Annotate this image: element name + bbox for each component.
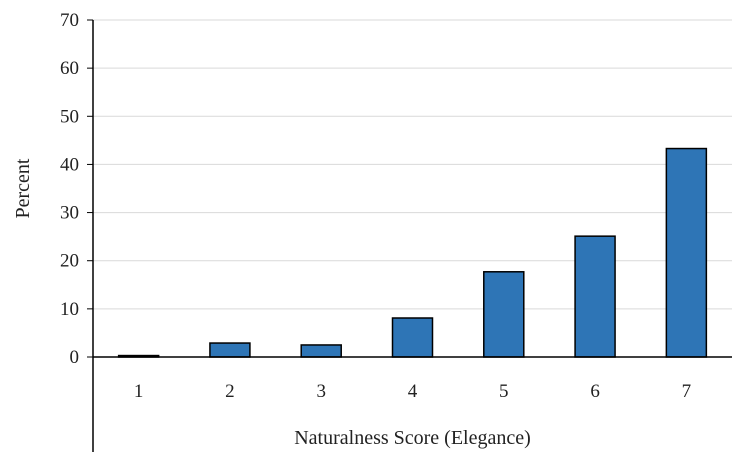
x-axis-title: Naturalness Score (Elegance) <box>294 427 531 449</box>
tick-labels: 0 10 20 30 40 50 60 70 1 2 3 4 5 6 7 <box>60 10 691 402</box>
bar <box>665 147 708 358</box>
x-tick-label: 2 <box>225 381 235 402</box>
y-tick-label: 40 <box>60 154 79 175</box>
y-tick-label: 10 <box>60 299 79 320</box>
y-tick-label: 70 <box>60 10 79 31</box>
bars <box>117 147 708 358</box>
bar <box>300 344 342 358</box>
y-tick-label: 20 <box>60 251 79 272</box>
x-tick-label: 1 <box>134 381 144 402</box>
grid-lines <box>93 19 732 310</box>
bar <box>391 317 434 358</box>
y-axis-title: Percent <box>12 158 34 218</box>
axes <box>87 19 732 452</box>
x-tick-label: 4 <box>408 381 418 402</box>
y-tick-label: 50 <box>60 106 79 127</box>
bar <box>209 342 251 358</box>
x-tick-label: 5 <box>499 381 509 402</box>
y-tick-label: 0 <box>70 347 80 368</box>
bar <box>483 271 525 358</box>
bar <box>574 235 616 358</box>
y-tick-label: 60 <box>60 58 79 79</box>
x-tick-label: 3 <box>316 381 326 402</box>
x-tick-label: 7 <box>682 381 692 402</box>
y-tick-label: 30 <box>60 203 79 224</box>
x-tick-label: 6 <box>590 381 600 402</box>
